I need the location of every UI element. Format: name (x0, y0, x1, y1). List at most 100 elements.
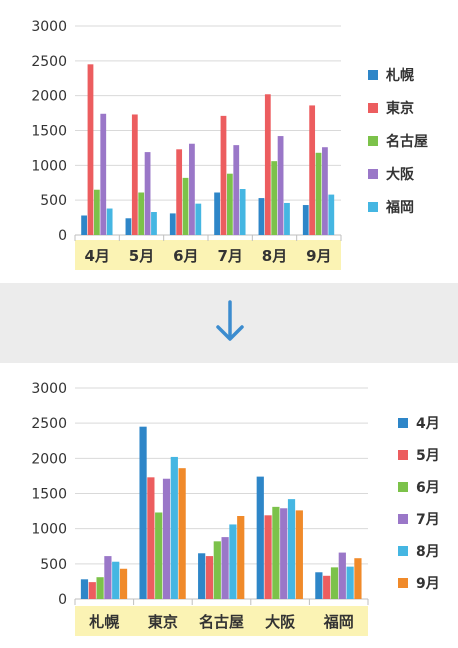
y-tick-label: 0 (58, 228, 67, 244)
x-tick-label: 名古屋 (199, 613, 244, 631)
x-tick-label: 8月 (262, 247, 287, 265)
legend-swatch (398, 450, 408, 460)
bar (169, 213, 176, 235)
legend-swatch (398, 482, 408, 492)
arrow-down-icon (216, 300, 244, 341)
bar (309, 105, 316, 235)
bar (151, 212, 157, 235)
y-tick-label: 500 (40, 193, 67, 209)
x-tick-label: 大阪 (265, 613, 296, 631)
bar (330, 567, 339, 599)
bar (295, 510, 303, 599)
bar (138, 192, 145, 235)
legend-swatch (368, 202, 378, 212)
legend-swatch (398, 514, 408, 524)
bar (147, 477, 155, 599)
legend-label: 9月 (416, 576, 440, 592)
bar (277, 136, 284, 235)
bar (155, 512, 163, 599)
bar-chart-by-city: 0 500 1000 1500 2000 2500 3000 札幌 東京 名古屋 大阪 福岡 4月 5月 6… (31, 381, 440, 636)
bar (170, 456, 178, 599)
bar (272, 506, 280, 599)
legend-label: 7月 (416, 512, 440, 528)
bar (239, 189, 246, 235)
y-tick-label: 3000 (31, 381, 67, 397)
bar (226, 173, 233, 235)
bar (264, 515, 272, 599)
legend-swatch (368, 70, 378, 80)
legend-swatch (398, 418, 408, 428)
bar (221, 537, 229, 599)
bar (81, 215, 87, 235)
bar-chart-by-month: 0 500 1000 1500 2000 2500 3000 4月 5月 6月 7月 8月 9月 札幌東京… (31, 19, 428, 270)
y-tick-label: 2000 (31, 451, 67, 467)
y-tick-label: 2500 (31, 416, 67, 432)
legend-label: 4月 (416, 416, 440, 432)
bar (287, 499, 296, 599)
legend-swatch (398, 578, 408, 588)
category-label-band (75, 240, 341, 270)
x-tick-label: 5月 (129, 247, 154, 265)
x-tick-label: 7月 (217, 247, 242, 265)
bar (195, 203, 202, 235)
bar (182, 177, 189, 235)
bar (112, 561, 120, 599)
bar (264, 94, 271, 235)
bar (229, 524, 237, 599)
bar (176, 149, 183, 235)
bar (93, 189, 100, 235)
bar (328, 194, 335, 235)
bar (258, 198, 265, 235)
bar (302, 205, 309, 235)
y-tick-label: 0 (58, 592, 67, 608)
bar (198, 553, 206, 599)
bar (346, 566, 354, 599)
bar (88, 582, 96, 599)
x-tick-label: 福岡 (323, 613, 354, 631)
bar (96, 577, 104, 599)
legend-label: 名古屋 (386, 133, 428, 150)
bar (284, 202, 290, 235)
y-tick-label: 1000 (31, 158, 67, 174)
bar (205, 556, 214, 599)
legend-label: 5月 (416, 448, 440, 464)
category-label-band (75, 606, 368, 636)
bar (162, 478, 171, 599)
legend-label: 8月 (416, 544, 440, 560)
bar (354, 558, 362, 599)
y-tick-label: 1500 (31, 487, 67, 503)
bar (80, 579, 89, 599)
legend-label: 札幌 (385, 67, 414, 84)
legend-label: 東京 (386, 100, 414, 117)
y-tick-label: 2000 (31, 89, 67, 105)
bar (213, 541, 221, 599)
bar (220, 115, 227, 235)
bar (131, 114, 138, 235)
bar (104, 556, 112, 599)
bar (233, 145, 240, 235)
bar (256, 476, 264, 599)
bar (144, 152, 151, 235)
y-tick-label: 1500 (31, 124, 67, 140)
bar (106, 208, 113, 235)
bar (119, 568, 128, 599)
legend-swatch (368, 169, 378, 179)
x-tick-label: 4月 (84, 247, 109, 265)
bar (100, 113, 107, 235)
bar (280, 508, 288, 599)
y-tick-label: 500 (40, 557, 67, 573)
legend-swatch (368, 103, 378, 113)
chart-panel-by-month: 0 500 1000 1500 2000 2500 3000 4月 5月 6月 7月 8月 9月 札幌 東京… (0, 0, 458, 283)
bar (315, 572, 323, 599)
bar (237, 516, 245, 599)
bar (87, 64, 94, 235)
chart-panel-by-city: 0 500 1000 1500 2000 2500 3000 札幌 東京 名古屋 大阪 福岡 4月 5月 6… (0, 363, 458, 648)
bar (315, 152, 322, 235)
bar (139, 426, 147, 599)
bar (214, 192, 220, 235)
x-tick-label: 東京 (148, 613, 178, 631)
x-tick-label: 札幌 (88, 613, 119, 631)
bar (323, 575, 331, 599)
bar (125, 218, 132, 235)
bar (322, 147, 328, 235)
